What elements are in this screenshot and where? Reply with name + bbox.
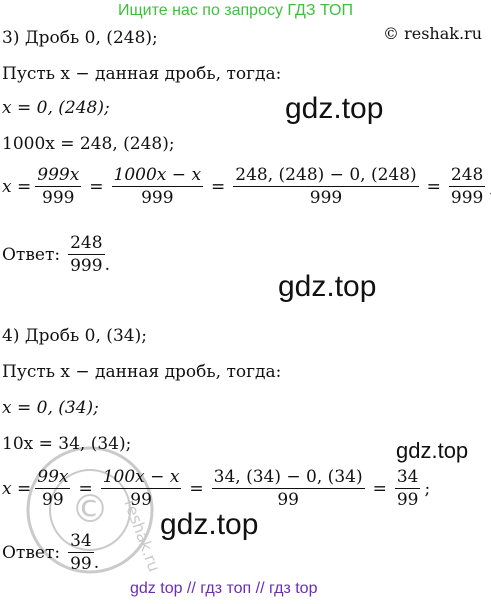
part4-fraction-3: 34, (34) − 0, (34) 99	[211, 467, 365, 510]
part3-line2: 1000x = 248, (248);	[2, 134, 175, 154]
copyright-label: © reshak.ru	[383, 24, 482, 43]
part4-line1: x = 0, (34);	[2, 398, 99, 418]
part4-answer-label: Ответ:	[2, 542, 61, 563]
part3-answer-label: Ответ:	[2, 244, 61, 265]
part3-fraction-3: 248, (248) − 0, (248) 999	[233, 165, 419, 208]
part3-equation: x = 999x 999 = 1000x − x 999 = 248, (248) …	[2, 165, 491, 208]
part3-eq-lhs: x =	[2, 176, 32, 197]
part3-heading: 3) Дробь 0, (248);	[2, 28, 158, 48]
part4-intro: Пусть x − данная дробь, тогда:	[2, 362, 282, 382]
watermark-2: gdz.top	[278, 270, 377, 303]
part4-line2: 10x = 34, (34);	[2, 434, 132, 454]
part3-line1: x = 0, (248);	[2, 98, 110, 118]
part4-fraction-2: 100x − x 99	[100, 467, 182, 510]
part4-answer-fraction: 34 99	[68, 531, 94, 574]
watermark-3: gdz.top	[396, 438, 469, 463]
site-banner: Ищите нас по запросу ГДЗ ТОП	[118, 2, 353, 19]
part3-fraction-1: 999x 999	[35, 165, 82, 208]
part3-intro: Пусть x − данная дробь, тогда:	[2, 64, 282, 84]
part3-answer: Ответ: 248 999 .	[2, 233, 110, 276]
part4-equation: x = 99x 99 = 100x − x 99 = 34, (34) − 0, (…	[2, 467, 431, 510]
part4-eq-lhs: x =	[2, 478, 32, 499]
watermark-1: gdz.top	[285, 92, 384, 125]
watermark-4: gdz.top	[160, 508, 259, 541]
part4-fraction-1: 99x 99	[35, 467, 71, 510]
part3-answer-fraction: 248 999	[68, 233, 105, 276]
part4-answer: Ответ: 34 99 .	[2, 531, 100, 574]
part4-fraction-4: 34 99	[394, 467, 421, 510]
part3-fraction-2: 1000x − x 999	[111, 165, 204, 208]
part3-fraction-4: 248 999	[448, 165, 486, 208]
footer-links: gdz top // гдз топ // гдз top	[130, 580, 318, 597]
part4-heading: 4) Дробь 0, (34);	[2, 326, 147, 346]
